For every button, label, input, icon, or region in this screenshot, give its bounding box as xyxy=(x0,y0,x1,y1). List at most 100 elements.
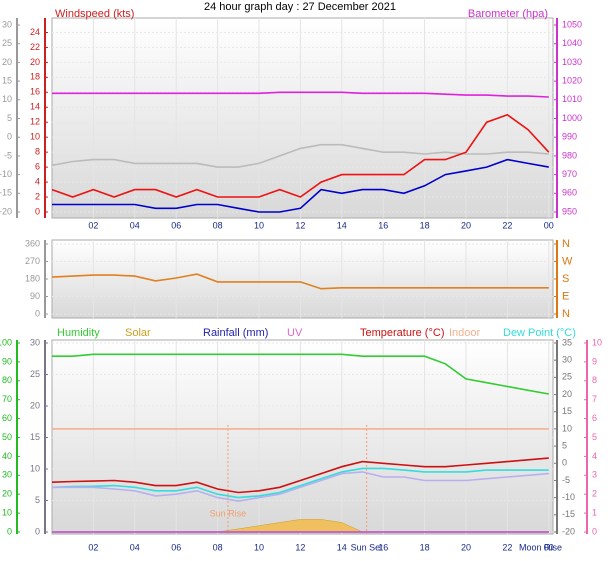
x-tick-label: 10 xyxy=(254,220,264,230)
y-tick-label: 1050 xyxy=(562,19,582,29)
y-tick-label: 3 xyxy=(592,470,597,480)
y-tick-label: N xyxy=(562,308,570,320)
y-tick-label: W xyxy=(562,255,573,267)
x-tick-label: 00 xyxy=(544,220,554,230)
x-tick-label: 06 xyxy=(171,220,181,230)
y-tick-label: 10 xyxy=(592,337,602,347)
y-tick-label: -10 xyxy=(562,492,575,502)
y-tick-label: 960 xyxy=(562,188,577,198)
y-tick-label: 970 xyxy=(562,169,577,179)
y-tick-label: 10 xyxy=(30,463,40,473)
y-tick-label: -15 xyxy=(562,509,575,519)
y-tick-label: -5 xyxy=(4,150,12,160)
y-tick-label: 1020 xyxy=(562,75,582,85)
y-tick-label: 100 xyxy=(0,337,12,347)
x-tick-label: 14 xyxy=(337,542,347,552)
y-tick-label: 0 xyxy=(35,206,40,216)
y-tick-label: 24 xyxy=(30,27,40,37)
y-tick-label: 0 xyxy=(7,132,12,142)
y-tick-label: 30 xyxy=(2,470,12,480)
x-tick-label: 20 xyxy=(461,542,471,552)
x-tick-label: 04 xyxy=(130,542,140,552)
legend-entry: Humidity xyxy=(57,327,100,339)
series-line xyxy=(52,353,549,395)
x-tick-label: 18 xyxy=(420,542,430,552)
y-tick-label: -10 xyxy=(0,169,12,179)
x-tick-label: 18 xyxy=(420,220,430,230)
x-tick-label: 00 xyxy=(544,542,554,552)
y-tick-label: 360 xyxy=(25,238,40,248)
x-tick-label: 14 xyxy=(337,220,347,230)
x-tick-label: 12 xyxy=(295,220,305,230)
y-tick-label: 1030 xyxy=(562,57,582,67)
y-tick-label: 1 xyxy=(592,507,597,517)
y-tick-label: E xyxy=(562,290,569,302)
y-tick-label: 10 xyxy=(2,507,12,517)
legend-entry: Temperature (°C) xyxy=(360,327,444,339)
x-tick-label: 08 xyxy=(213,220,223,230)
y-tick-label: 9 xyxy=(592,356,597,366)
x-tick-label: 22 xyxy=(502,220,512,230)
y-tick-label: 90 xyxy=(30,291,40,301)
series-line xyxy=(51,467,549,499)
y-tick-label: 16 xyxy=(30,87,40,97)
y-tick-label: 25 xyxy=(562,372,572,382)
y-tick-label: 2 xyxy=(35,191,40,201)
y-tick-label: 8 xyxy=(35,147,40,157)
axis-title: Barometer (hpa) xyxy=(468,8,548,20)
plot-area xyxy=(51,17,554,219)
y-tick-label: 20 xyxy=(2,57,12,67)
y-tick-label: 6 xyxy=(35,161,40,171)
series-line xyxy=(51,273,549,290)
y-tick-label: 22 xyxy=(30,42,40,52)
y-tick-label: -20 xyxy=(562,526,575,536)
y-tick-label: 950 xyxy=(562,206,577,216)
y-tick-label: 14 xyxy=(30,102,40,112)
y-tick-label: 8 xyxy=(592,375,597,385)
annotation: Moon Rise xyxy=(519,542,562,552)
y-tick-label: 0 xyxy=(7,526,12,536)
x-tick-label: 08 xyxy=(213,542,223,552)
x-tick-label: 02 xyxy=(88,542,98,552)
y-tick-label: 10 xyxy=(2,94,12,104)
y-tick-label: 5 xyxy=(35,495,40,505)
x-tick-label: 12 xyxy=(295,542,305,552)
y-tick-label: 5 xyxy=(7,113,12,123)
y-tick-label: 20 xyxy=(30,57,40,67)
y-tick-label: 40 xyxy=(2,451,12,461)
y-tick-label: 15 xyxy=(30,432,40,442)
y-tick-label: 12 xyxy=(30,117,40,127)
y-tick-label: S xyxy=(562,273,569,285)
y-tick-label: 6 xyxy=(592,413,597,423)
y-tick-label: 4 xyxy=(35,176,40,186)
series-line xyxy=(52,91,549,98)
y-tick-label: 30 xyxy=(562,355,572,365)
y-tick-label: 980 xyxy=(562,150,577,160)
legend-entry: Dew Point (°C) xyxy=(503,327,576,339)
annotation: Sun Set xyxy=(351,542,384,552)
y-tick-label: 2 xyxy=(592,489,597,499)
y-tick-label: 20 xyxy=(30,400,40,410)
y-tick-label: 0 xyxy=(592,526,597,536)
chart-title: 24 hour graph day : 27 December 2021 xyxy=(204,1,396,13)
axis-title: Windspeed (kts) xyxy=(55,8,134,20)
y-tick-label: 990 xyxy=(562,132,577,142)
y-tick-label: -20 xyxy=(0,206,12,216)
series-line xyxy=(52,158,549,213)
x-tick-label: 16 xyxy=(378,542,388,552)
legend-entry: Indoor xyxy=(449,327,481,339)
y-tick-label: 20 xyxy=(562,389,572,399)
y-tick-label: 60 xyxy=(2,413,12,423)
y-tick-label: 30 xyxy=(2,19,12,29)
y-tick-label: 18 xyxy=(30,72,40,82)
y-tick-label: 25 xyxy=(2,38,12,48)
x-tick-label: 16 xyxy=(378,220,388,230)
legend-entry: Solar xyxy=(125,327,151,339)
y-tick-label: 0 xyxy=(35,308,40,318)
y-tick-label: 0 xyxy=(35,526,40,536)
y-tick-label: 180 xyxy=(25,273,40,283)
y-tick-label: 15 xyxy=(562,406,572,416)
x-tick-label: 20 xyxy=(461,220,471,230)
